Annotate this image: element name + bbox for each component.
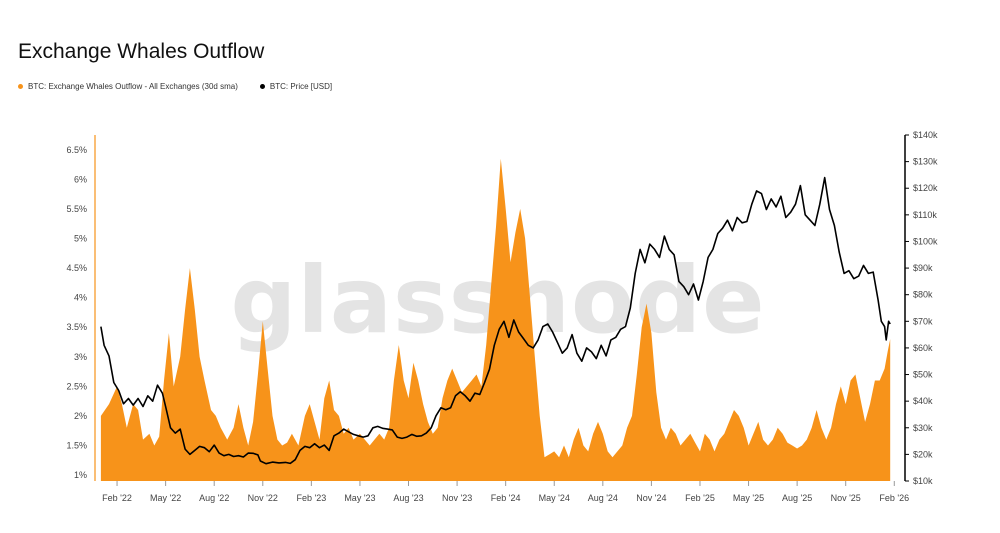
price-line (100, 176, 891, 465)
right-tick-label: $70k (913, 316, 933, 326)
left-tick-label: 3% (74, 352, 87, 362)
left-tick-label: 2% (74, 411, 87, 421)
x-tick-label: Feb '26 (879, 493, 909, 503)
price-line-layer (100, 176, 891, 465)
right-tick-label: $50k (913, 370, 933, 380)
x-tick-label: Aug '25 (782, 493, 812, 503)
right-tick-label: $120k (913, 183, 938, 193)
outflow-area-layer (100, 158, 891, 481)
x-tick-label: Nov '22 (248, 493, 278, 503)
right-tick-label: $100k (913, 236, 938, 246)
left-tick-label: 6.5% (66, 145, 87, 155)
x-tick-label: Nov '23 (442, 493, 472, 503)
x-tick-label: Aug '23 (393, 493, 423, 503)
legend-dot-outflow (18, 84, 23, 89)
x-tick-label: Feb '25 (685, 493, 715, 503)
right-tick-label: $10k (913, 476, 933, 486)
left-tick-label: 1% (74, 470, 87, 480)
right-tick-label: $110k (913, 210, 937, 220)
x-tick-label: May '24 (539, 493, 570, 503)
x-tick-label: Aug '24 (588, 493, 618, 503)
x-tick-label: Feb '24 (491, 493, 521, 503)
x-tick-label: Nov '25 (831, 493, 861, 503)
right-tick-label: $90k (913, 263, 933, 273)
right-tick-label: $40k (913, 396, 933, 406)
left-tick-label: 3.5% (66, 322, 87, 332)
x-tick-label: Nov '24 (636, 493, 666, 503)
right-tick-label: $60k (913, 343, 933, 353)
x-tick-label: Feb '23 (296, 493, 326, 503)
right-tick-label: $140k (913, 130, 938, 140)
chart-title: Exchange Whales Outflow (18, 40, 265, 63)
x-tick-label: May '22 (150, 493, 181, 503)
legend: BTC: Exchange Whales Outflow - All Excha… (18, 82, 332, 91)
axes-layer: 1% 1.5% 2% 2.5% 3% 3.5% 4% 4.5% 5% 5.5% 6% 6.5% $10k… (66, 130, 938, 503)
right-tick-label: $30k (913, 423, 933, 433)
x-tick-label: Aug '22 (199, 493, 229, 503)
left-tick-label: 1.5% (66, 441, 87, 451)
right-tick-label: $130k (913, 157, 938, 167)
x-tick-label: May '23 (344, 493, 375, 503)
left-tick-label: 6% (74, 174, 87, 184)
legend-dot-price (259, 84, 265, 89)
left-tick-label: 2.5% (66, 381, 87, 391)
left-tick-label: 5.5% (66, 204, 87, 214)
legend-item-outflow[interactable]: BTC: Exchange Whales Outflow - All Excha… (18, 82, 238, 91)
x-tick-label: May '25 (733, 493, 764, 503)
left-tick-label: 4% (74, 293, 87, 303)
right-tick-label: $80k (913, 290, 933, 300)
left-tick-label: 5% (74, 234, 87, 244)
legend-item-price[interactable]: BTC: Price [USD] (259, 82, 333, 91)
left-tick-label: 4.5% (66, 263, 87, 273)
outflow-area (100, 158, 891, 481)
x-tick-label: Feb '22 (102, 493, 132, 503)
right-tick-label: $20k (913, 449, 933, 459)
legend-label-outflow: BTC: Exchange Whales Outflow - All Excha… (28, 82, 238, 91)
legend-label-price: BTC: Price [USD] (269, 82, 333, 91)
